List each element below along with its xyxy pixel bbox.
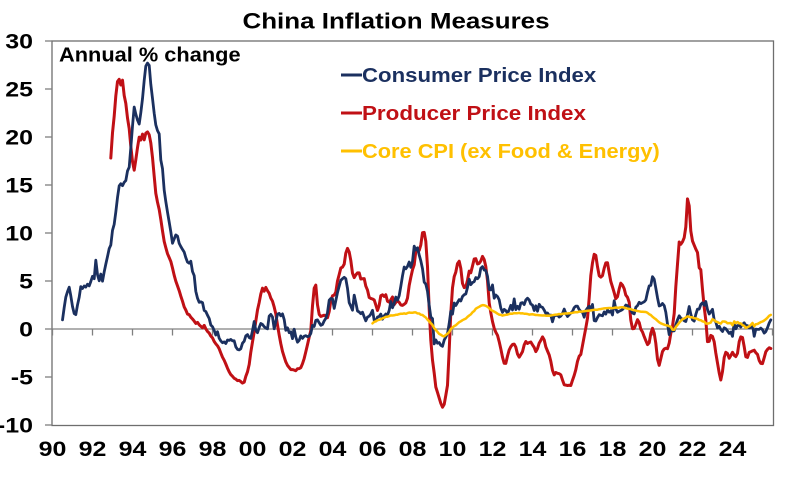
svg-text:5: 5 [19, 270, 33, 294]
svg-text:18: 18 [599, 437, 627, 461]
svg-text:12: 12 [479, 437, 507, 461]
svg-text:30: 30 [5, 30, 33, 54]
svg-text:China Inflation Measures: China Inflation Measures [242, 9, 549, 34]
svg-text:0: 0 [19, 318, 33, 342]
svg-text:04: 04 [319, 437, 347, 461]
svg-text:-10: -10 [0, 414, 33, 438]
svg-text:20: 20 [639, 437, 667, 461]
svg-text:Producer Price Index: Producer Price Index [362, 103, 586, 125]
svg-text:14: 14 [519, 437, 547, 461]
svg-text:22: 22 [679, 437, 707, 461]
svg-text:16: 16 [559, 437, 587, 461]
svg-text:00: 00 [239, 437, 267, 461]
svg-text:02: 02 [279, 437, 307, 461]
svg-text:Annual % change: Annual % change [59, 44, 241, 66]
svg-text:15: 15 [5, 174, 33, 198]
svg-text:90: 90 [39, 437, 67, 461]
svg-text:98: 98 [199, 437, 227, 461]
svg-text:08: 08 [399, 437, 427, 461]
svg-text:20: 20 [5, 126, 33, 150]
svg-text:Core CPI (ex Food & Energy): Core CPI (ex Food & Energy) [362, 141, 660, 163]
svg-text:-5: -5 [11, 366, 33, 390]
svg-text:25: 25 [5, 78, 33, 102]
svg-text:24: 24 [719, 437, 747, 461]
svg-text:Consumer Price Index: Consumer Price Index [362, 65, 596, 87]
svg-text:10: 10 [5, 222, 33, 246]
svg-text:10: 10 [439, 437, 467, 461]
svg-text:94: 94 [119, 437, 147, 461]
svg-text:06: 06 [359, 437, 387, 461]
svg-text:92: 92 [79, 437, 107, 461]
svg-text:96: 96 [159, 437, 187, 461]
